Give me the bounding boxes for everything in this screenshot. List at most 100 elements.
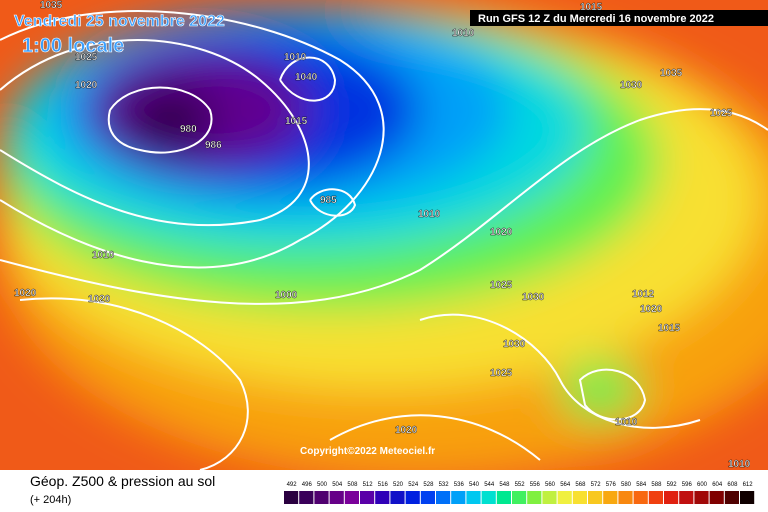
legend-swatch xyxy=(420,491,435,504)
isobar-label: 1025 xyxy=(710,108,733,119)
isobar-label: 1015 xyxy=(658,323,681,334)
legend-swatch xyxy=(542,491,557,504)
isobar-label: 1020 xyxy=(490,227,513,238)
legend-label: 544 xyxy=(484,482,495,488)
legend-label: 564 xyxy=(560,482,571,488)
legend-swatch xyxy=(436,491,451,504)
legend-swatch xyxy=(633,491,648,504)
legend-label: 540 xyxy=(469,482,480,488)
legend-swatch xyxy=(466,491,481,504)
isobar-label: 1010 xyxy=(418,209,441,220)
legend-swatch xyxy=(709,491,724,504)
legend-swatch xyxy=(724,491,739,504)
isobar-label: 1015 xyxy=(285,116,308,127)
isobar-label: 1010 xyxy=(284,52,307,63)
legend-label: 508 xyxy=(347,482,358,488)
legend-label: 556 xyxy=(530,482,541,488)
isobar-label: 1010 xyxy=(452,28,475,39)
legend-label: 580 xyxy=(621,482,632,488)
legend-swatch xyxy=(572,491,587,504)
legend-swatch xyxy=(648,491,663,504)
legend-swatch xyxy=(299,491,314,504)
isobar-label: 986 xyxy=(205,140,222,151)
isobar-label: 1015 xyxy=(580,2,603,13)
isobar-label: 1010 xyxy=(92,250,115,261)
isobar-label: 1010 xyxy=(728,459,751,470)
isobar-label: 1000 xyxy=(275,290,298,301)
legend-swatch xyxy=(664,491,679,504)
isobar-label: 1025 xyxy=(75,52,98,63)
local-time: 1:00 locale xyxy=(22,35,124,57)
isobar-label: 1010 xyxy=(615,417,638,428)
legend-label: 600 xyxy=(697,482,708,488)
footer-title: Géop. Z500 & pression au sol xyxy=(30,473,215,489)
isobar-label: 1012 xyxy=(632,289,655,300)
isobar-label: 985 xyxy=(320,195,337,206)
valid-date: Vendredi 25 novembre 2022 xyxy=(14,13,225,30)
legend-label: 576 xyxy=(606,482,617,488)
legend-label: 608 xyxy=(727,482,738,488)
legend-swatch xyxy=(360,491,375,504)
legend-swatch xyxy=(694,491,709,504)
legend-label: 568 xyxy=(575,482,586,488)
legend-swatch xyxy=(284,491,299,504)
legend-label: 492 xyxy=(287,482,298,488)
legend-label: 528 xyxy=(423,482,434,488)
run-info: Run GFS 12 Z du Mercredi 16 novembre 202… xyxy=(478,13,714,25)
footer-lead: (+ 204h) xyxy=(30,494,71,506)
legend-swatch xyxy=(314,491,329,504)
legend-label: 524 xyxy=(408,482,419,488)
isobar-label: 1020 xyxy=(14,288,37,299)
legend-label: 584 xyxy=(636,482,647,488)
legend-swatch xyxy=(588,491,603,504)
isobar-label: 1020 xyxy=(640,304,663,315)
isobar-label: 1025 xyxy=(490,280,513,291)
copyright: Copyright©2022 Meteociel.fr xyxy=(300,446,435,457)
legend-label: 500 xyxy=(317,482,328,488)
legend-swatch xyxy=(618,491,633,504)
legend-swatch xyxy=(527,491,542,504)
legend-swatch xyxy=(405,491,420,504)
legend-swatch xyxy=(344,491,359,504)
isobar-label: 1030 xyxy=(620,80,643,91)
legend-swatch xyxy=(740,491,755,504)
legend-label: 604 xyxy=(712,482,723,488)
geopotential-field xyxy=(0,0,768,480)
legend-label: 532 xyxy=(439,482,450,488)
legend-swatch xyxy=(451,491,466,504)
legend-label: 496 xyxy=(302,482,313,488)
legend-label: 536 xyxy=(454,482,465,488)
legend-swatch xyxy=(496,491,511,504)
legend-label: 572 xyxy=(591,482,602,488)
isobar-label: 1020 xyxy=(395,425,418,436)
legend-label: 596 xyxy=(682,482,693,488)
legend-swatch xyxy=(375,491,390,504)
isobar-label: 1035 xyxy=(660,68,683,79)
legend-label: 512 xyxy=(363,482,374,488)
legend-label: 588 xyxy=(651,482,662,488)
isobar-label: 1040 xyxy=(295,72,318,83)
legend-swatch xyxy=(557,491,572,504)
legend-label: 612 xyxy=(743,482,754,488)
isobar-label: 1030 xyxy=(522,292,545,303)
legend-swatch xyxy=(329,491,344,504)
legend-swatch xyxy=(390,491,405,504)
isobar-label: 1020 xyxy=(88,294,111,305)
legend-swatch xyxy=(512,491,527,504)
run-banner xyxy=(470,10,768,26)
isobar-label: 1020 xyxy=(75,80,98,91)
legend-label: 548 xyxy=(499,482,510,488)
isobar-label: 1035 xyxy=(40,0,63,11)
legend-label: 504 xyxy=(332,482,343,488)
isobars xyxy=(0,10,768,471)
legend-label: 520 xyxy=(393,482,404,488)
legend-label: 552 xyxy=(515,482,526,488)
isobar-label: 1030 xyxy=(503,339,526,350)
isobar-label: 980 xyxy=(180,124,197,135)
legend-label: 592 xyxy=(667,482,678,488)
legend-swatch xyxy=(603,491,618,504)
legend-label: 560 xyxy=(545,482,556,488)
legend-label: 516 xyxy=(378,482,389,488)
